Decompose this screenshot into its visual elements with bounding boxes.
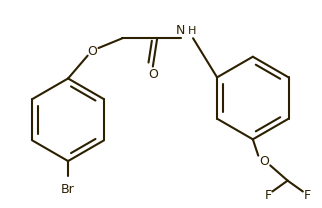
Text: F: F — [304, 189, 311, 202]
Text: H: H — [188, 26, 196, 36]
Text: N: N — [176, 24, 185, 37]
Text: O: O — [259, 155, 269, 168]
Text: O: O — [148, 68, 158, 81]
Text: F: F — [264, 189, 272, 202]
Text: O: O — [87, 45, 97, 58]
Text: Br: Br — [61, 183, 75, 196]
